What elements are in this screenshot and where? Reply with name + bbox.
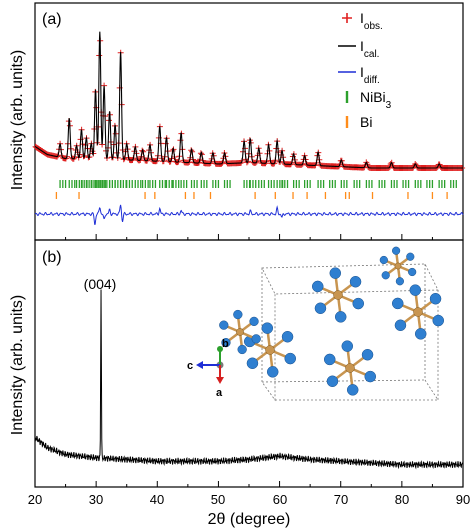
x-tick-label-80: 80: [395, 492, 409, 507]
x-tick-label-60: 60: [273, 492, 287, 507]
panel-a-label: (a): [42, 11, 62, 28]
peak-annotation-004: (004): [84, 276, 117, 292]
legend-label-diff: Idiff.: [360, 64, 380, 86]
bi-atom: [233, 309, 243, 320]
oriented-crystal-pattern-line: [34, 289, 464, 470]
nibi-cluster: [243, 322, 297, 378]
x-tick-label-40: 40: [150, 492, 164, 507]
bi-atom: [394, 319, 407, 332]
ni-atom: [394, 262, 402, 270]
x-tick-label-20: 20: [28, 492, 42, 507]
crystal-axes-indicator: b c a: [187, 338, 229, 399]
nibi-cluster: [391, 284, 445, 340]
axis-c-head: [196, 361, 203, 369]
nibi-cluster: [379, 246, 417, 286]
x-axis-title: 2θ (degree): [208, 511, 291, 528]
nibi-cluster: [311, 267, 365, 323]
bi-atom: [284, 352, 297, 365]
ni-atom: [413, 307, 423, 317]
bi-atom: [352, 297, 365, 310]
axis-b-head: [217, 346, 223, 352]
bi-reflection-ticks: [55, 192, 448, 199]
bi-atom: [311, 280, 324, 293]
axis-a-head: [216, 377, 224, 384]
bi-atom: [346, 384, 359, 396]
legend-item-diff: Idiff.: [338, 64, 380, 86]
bi-atom: [251, 334, 261, 344]
x-tick-label-70: 70: [334, 492, 348, 507]
axis-a-label: a: [216, 387, 223, 399]
bi-atom: [266, 366, 279, 378]
legend-item-obs: Iobs.: [342, 10, 383, 32]
legend-label-cal: Ical.: [360, 38, 379, 60]
axis-c-label: c: [187, 360, 193, 372]
bi-atom: [261, 322, 274, 334]
difference-curve: [35, 204, 464, 225]
bi-atom: [395, 277, 404, 286]
bi-atom: [349, 275, 362, 288]
legend-label-obs: Iobs.: [360, 10, 383, 32]
bi-atom: [409, 284, 422, 296]
cell-bottom-face: [261, 379, 438, 401]
x-tick-label-50: 50: [211, 492, 225, 507]
legend: Iobs. Ical. Idiff. NiBi3 Bi: [338, 10, 392, 130]
ni-atom: [333, 290, 343, 300]
bi-atom: [381, 271, 390, 280]
bi-atom: [361, 348, 374, 361]
bi-atom: [323, 353, 336, 366]
ni-atom: [236, 328, 244, 336]
cell-right-edge: [424, 264, 439, 402]
panel-a-y-axis-title: Intensity (arb. units): [9, 50, 26, 191]
crystal-structure-inset: b c a: [187, 246, 445, 402]
bi-atom: [406, 252, 415, 261]
panel-b-label: (b): [42, 249, 62, 266]
nibi3-reflection-ticks: [59, 180, 457, 188]
bi-atom: [391, 297, 404, 310]
x-tick-labels: 20 30 40 50 60 70 80 90: [28, 492, 470, 507]
ni-atom: [265, 345, 275, 355]
bi-atom: [341, 340, 354, 352]
legend-label-nibi3: NiBi3: [360, 89, 392, 111]
bi-atom: [379, 255, 388, 265]
panel-b-y-axis-title: Intensity (arb. units): [9, 295, 26, 436]
bi-atom: [364, 370, 377, 383]
calculated-pattern-line: [34, 31, 463, 169]
bi-atom: [326, 375, 339, 388]
bi-atom: [432, 314, 445, 327]
x-tick-marks: [34, 234, 464, 487]
x-tick-label-90: 90: [456, 492, 470, 507]
legend-item-bi: Bi: [345, 114, 372, 130]
legend-item-cal: Ical.: [338, 38, 379, 60]
ni-atom: [345, 363, 355, 373]
bi-atom: [249, 316, 259, 327]
x-tick-label-30: 30: [89, 492, 103, 507]
legend-plus-marker: [342, 13, 352, 23]
nibi-clusters: [219, 246, 445, 396]
bi-atom: [246, 357, 259, 370]
bi-atom: [219, 320, 229, 330]
legend-label-bi: Bi: [360, 114, 372, 130]
bi-atom: [221, 337, 231, 348]
axis-b-label: b: [222, 338, 229, 350]
bi-atom: [392, 246, 401, 255]
nibi-cluster: [219, 309, 261, 355]
bi-atom: [334, 311, 347, 323]
nibi-cluster: [323, 340, 377, 396]
bi-atom: [329, 267, 342, 279]
legend-item-nibi3: NiBi3: [345, 89, 392, 111]
bi-atom: [408, 267, 417, 277]
bi-atom: [314, 302, 327, 315]
bi-atom: [281, 330, 294, 343]
bi-atom: [429, 292, 442, 305]
bi-atom: [414, 328, 427, 340]
bi-atom: [237, 344, 247, 355]
